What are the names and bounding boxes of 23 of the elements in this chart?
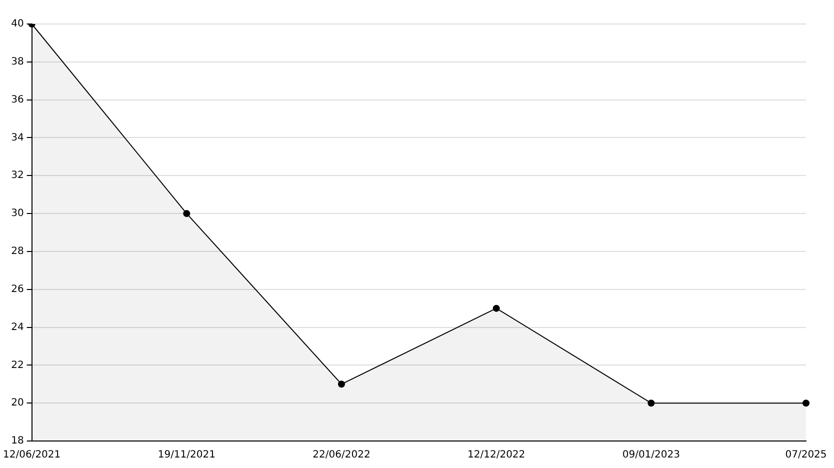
- y-tick-label: 30: [11, 208, 24, 220]
- x-tick-label: 22/06/2022: [312, 450, 370, 461]
- y-tick-label: 28: [11, 246, 24, 258]
- y-tick-label: 40: [11, 18, 24, 30]
- y-tick-label: 26: [11, 284, 24, 295]
- point: [648, 400, 655, 407]
- x-tick-label: 19/11/2021: [158, 450, 216, 461]
- x-tick-label: 09/01/2023: [622, 450, 680, 461]
- y-tick-label: 24: [11, 322, 24, 333]
- point: [183, 210, 190, 218]
- y-tick-label: 20: [11, 398, 24, 409]
- point: [802, 400, 810, 407]
- x-tick-label: 07/2025: [785, 450, 827, 461]
- y-tick-label: 32: [11, 170, 24, 182]
- y-tick-label: 18: [11, 436, 24, 447]
- point: [338, 380, 345, 388]
- y-tick-label: 34: [11, 132, 24, 144]
- point: [492, 304, 500, 312]
- x-tick-label: 12/06/2021: [3, 450, 61, 461]
- y-tick-label: 38: [11, 56, 24, 68]
- x-tick-label: 12/12/2022: [468, 450, 526, 461]
- y-tick-label: 36: [11, 94, 24, 106]
- y-tick-label: 22: [11, 360, 24, 371]
